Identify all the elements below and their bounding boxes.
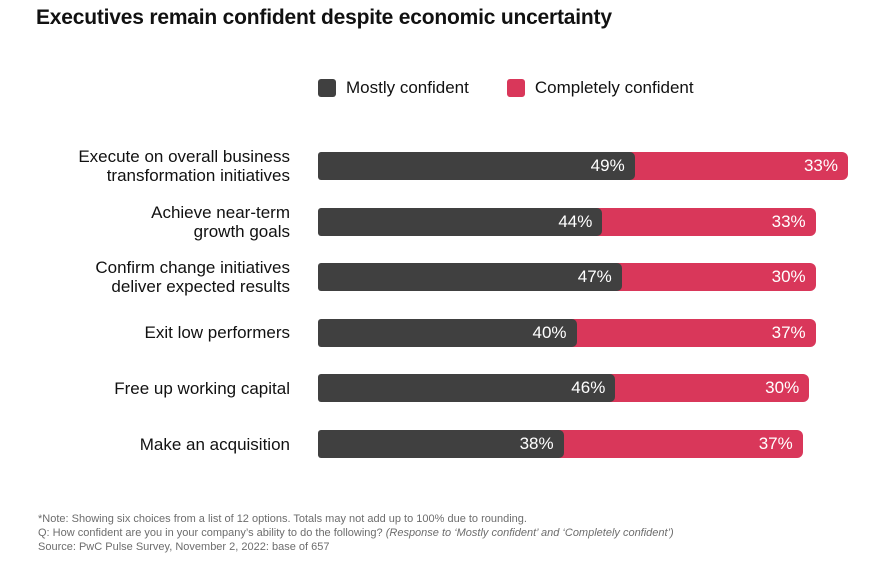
bar-row: 30% 47% bbox=[318, 263, 848, 292]
bar-mostly-confident: 40% bbox=[318, 318, 577, 347]
bar-completely-confident: 30% bbox=[613, 263, 816, 292]
footnotes: *Note: Showing six choices from a list o… bbox=[38, 512, 674, 554]
category-label: Exit low performers bbox=[10, 323, 290, 342]
bar-completely-confident: 37% bbox=[555, 430, 803, 458]
category-label-line: growth goals bbox=[193, 221, 290, 241]
bar-mostly-confident: 38% bbox=[318, 430, 564, 458]
note-text: *Note: Showing six choices from a list o… bbox=[38, 513, 527, 525]
bar-completely-confident: 33% bbox=[594, 207, 816, 236]
bar-completely-confident: 33% bbox=[626, 152, 848, 180]
bar-completely-confident: 30% bbox=[607, 374, 810, 403]
bar-row: 33% 44% bbox=[318, 207, 848, 236]
bar-completely-confident: 37% bbox=[568, 318, 816, 347]
question-response-text: (Response to ‘Mostly confident’ and ‘Com… bbox=[385, 527, 674, 539]
category-label: Free up working capital bbox=[10, 379, 290, 398]
bar-mostly-confident: 49% bbox=[318, 152, 635, 180]
category-label-line: Free up working capital bbox=[114, 378, 290, 398]
bar-row: 37% 40% bbox=[318, 318, 848, 347]
bar-mostly-confident: 44% bbox=[318, 207, 603, 236]
legend-label-mostly: Mostly confident bbox=[346, 78, 469, 97]
category-label: Achieve near-term growth goals bbox=[10, 203, 290, 241]
legend-item-completely: Completely confident bbox=[506, 78, 694, 98]
bar-row: 30% 46% bbox=[318, 374, 848, 403]
question-line: Q: How confident are you in your company… bbox=[38, 526, 674, 540]
category-label-line: deliver expected results bbox=[111, 277, 290, 297]
bar-row: 33% 49% bbox=[318, 152, 848, 180]
legend-label-completely: Completely confident bbox=[534, 78, 694, 97]
category-label-line: Confirm change initiatives bbox=[95, 258, 290, 278]
bar-mostly-confident: 47% bbox=[318, 263, 622, 292]
legend-item-mostly: Mostly confident bbox=[318, 78, 469, 98]
category-label: Confirm change initiatives deliver expect… bbox=[10, 258, 290, 296]
category-label: Execute on overall business transformatio… bbox=[10, 147, 290, 185]
category-label-line: Exit low performers bbox=[144, 323, 290, 343]
legend: Mostly confident Completely confident bbox=[318, 78, 732, 98]
legend-swatch-completely bbox=[506, 79, 525, 97]
chart-title: Executives remain confident despite econ… bbox=[36, 6, 612, 29]
category-label-line: Achieve near-term bbox=[151, 202, 290, 222]
legend-swatch-mostly bbox=[318, 79, 336, 97]
source-text: Source: PwC Pulse Survey, November 2, 20… bbox=[38, 541, 330, 553]
bar-row: 37% 38% bbox=[318, 430, 848, 458]
category-label: Make an acquisition bbox=[10, 435, 290, 454]
category-label-line: transformation initiatives bbox=[106, 166, 290, 185]
question-text: Q: How confident are you in your company… bbox=[38, 527, 383, 539]
bar-mostly-confident: 46% bbox=[318, 374, 616, 403]
category-label-line: Make an acquisition bbox=[139, 434, 290, 454]
category-label-line: Execute on overall business bbox=[78, 147, 290, 166]
